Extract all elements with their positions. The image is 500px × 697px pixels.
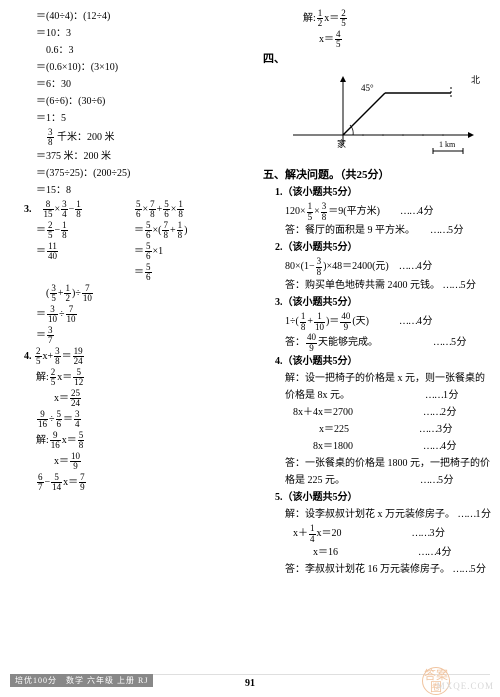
left-column: ＝(40÷4)：(12÷4) ＝10：3 0.6：3 ＝(0.6×10)：(3×… [24,8,255,660]
q5-eq: x＋14x＝20 ……3 分 [263,523,490,544]
math-step: 解:12x＝25 [263,8,490,29]
q1-work: 120×15×38＝9(平方米) ……4 分 [263,201,490,222]
site-watermark: MXQE.COM [437,681,494,691]
direction-graph: 45° 家 北 1 km [283,73,483,157]
math-step: (35+12)÷710 [24,283,247,304]
q4-setup2: 价格是 8x 元。 ……1 分 [263,387,490,404]
q3-ans: 答：409天能够完成。 ……5 分 [263,332,490,353]
q5-eq: x＝16 ……4 分 [263,544,490,561]
footer-label: 培优100分 数学 六年级 上册 RJ [10,674,153,687]
math-step: ＝(0.6×10)：(3×10) [24,59,247,76]
math-step: ＝(40÷4)：(12÷4) [24,8,247,25]
math-step: x＝45 [263,29,490,50]
q3-work: 1÷(18+110)＝409(天) ……4 分 [263,311,490,332]
math-step: ＝(6÷6)：(30÷6) [24,93,247,110]
q4-eq: 8x＋4x＝2700 ……2 分 [263,404,490,421]
q2-work: 80×(1−38)×48＝2400(元) ……4 分 [263,256,490,277]
q1-ans: 答：餐厅的面积是 9 平方米。 ……5 分 [263,222,490,239]
section-4-heading: 四、 [263,50,490,69]
math-step: 67−514x＝79 [24,472,247,493]
math-step: ＝15：8 [24,182,247,199]
section-5-heading: 五、解决问题。（共25分） [263,166,490,185]
q4-title: 4.（该小题共5分） [263,353,490,370]
q4-ans: 答：一张餐桌的价格是 1800 元，一把椅子的价 [263,455,490,472]
q2-ans: 答：购买单色地砖共需 2400 元钱。 ……5 分 [263,277,490,294]
math-step: 解:25x＝512 [24,367,247,388]
problem-4: 4. 25x+38＝1924 [24,346,247,367]
math-step: 38 千米：200 米 [24,127,247,148]
problem-3: 3. 815×34−18 ＝25−18 ＝1140 56×78+56×18 ＝5… [24,199,247,283]
math-step: 916÷56＝34 [24,409,247,430]
math-step: x＝109 [24,451,247,472]
math-step: 解:916x＝58 [24,430,247,451]
q2-title: 2.（该小题共5分） [263,239,490,256]
q4-eq: x＝225 ……3 分 [263,421,490,438]
math-step: ＝310÷710 [24,304,247,325]
angle-label: 45° [361,83,374,93]
math-step: ＝6：30 [24,76,247,93]
math-step: x＝2524 [24,388,247,409]
page-number: 91 [245,678,255,689]
math-step: ＝1：5 [24,110,247,127]
math-step: ＝10：3 [24,25,247,42]
math-step: ＝37 [24,325,247,346]
home-label: 家 [337,138,346,149]
q5-title: 5.（该小题共5分） [263,489,490,506]
north-label: 北 [471,75,480,85]
q3-title: 3.（该小题共5分） [263,294,490,311]
scale-label: 1 km [439,140,456,149]
q4-setup: 解：设一把椅子的价格是 x 元，则一张餐桌的 [263,370,490,387]
q5-ans: 答：李叔叔计划花 16 万元装修房子。 ……5 分 [263,561,490,578]
q1-title: 1.（该小题共5分） [263,184,490,201]
math-step: ＝(375÷25)：(200÷25) [24,165,247,182]
right-column: 解:12x＝25 x＝45 四、 45° 家 北 1 km 五、解决问题。（共2 [255,8,490,660]
q5-setup: 解：设李叔叔计划花 x 万元装修房子。 ……1 分 [263,506,490,523]
math-step: ＝375 米：200 米 [24,148,247,165]
q4-eq: 8x＝1800 ……4 分 [263,438,490,455]
q4-ans2: 格是 225 元。 ……5 分 [263,472,490,489]
math-step: 0.6：3 [24,42,247,59]
